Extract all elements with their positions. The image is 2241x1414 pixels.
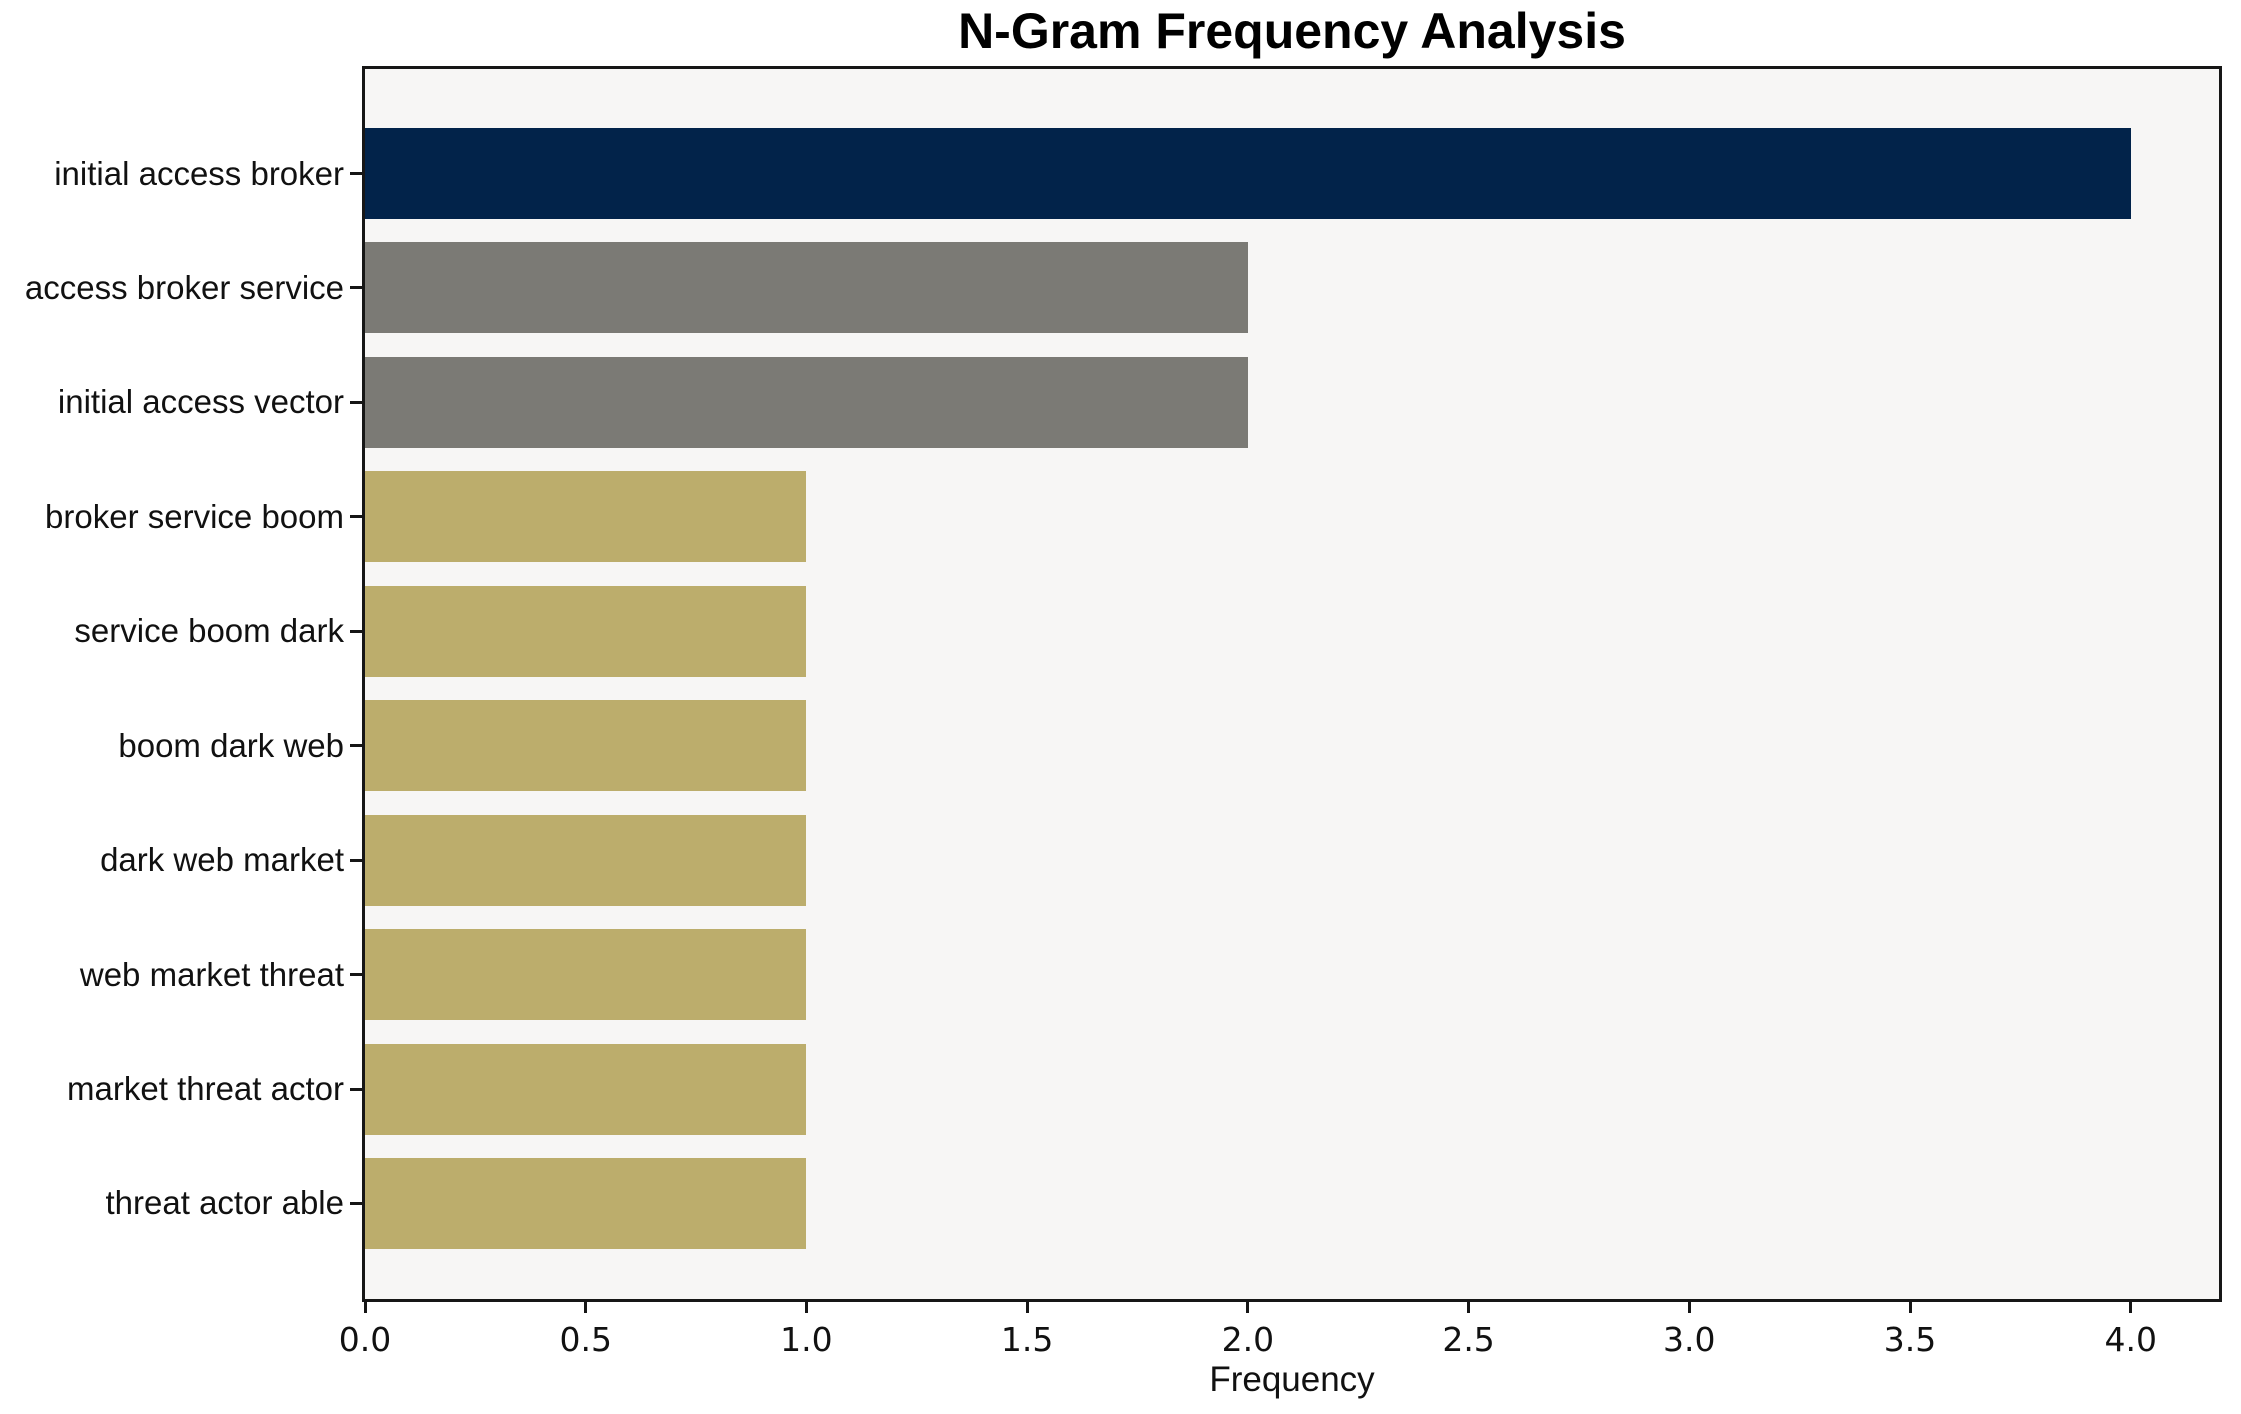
y-tick-mark	[350, 973, 362, 977]
x-tick-mark	[1246, 1302, 1250, 1313]
bar	[365, 356, 1248, 448]
x-tick-label: 3.0	[1663, 1320, 1716, 1359]
y-tick-label: dark web market	[100, 841, 344, 879]
x-tick-label: 0.0	[338, 1320, 392, 1359]
y-tick-label: boom dark web	[118, 726, 344, 764]
bar	[365, 929, 807, 1021]
y-tick-label: broker service boom	[45, 497, 344, 535]
y-tick-label: web market threat	[79, 955, 344, 993]
y-tick-label: initial access broker	[54, 154, 344, 192]
x-tick-label: 2.0	[1221, 1320, 1275, 1359]
y-tick-label: access broker service	[24, 268, 344, 306]
bar	[365, 814, 807, 906]
x-tick-mark	[2129, 1302, 2133, 1313]
bar	[365, 128, 2131, 219]
x-tick-mark	[363, 1302, 367, 1313]
bar	[365, 1157, 807, 1249]
x-tick-mark	[1908, 1302, 1912, 1313]
bar	[365, 700, 807, 792]
plot-content	[365, 69, 2219, 1299]
x-tick-mark	[1687, 1302, 1691, 1313]
y-tick-mark	[350, 400, 362, 404]
y-tick-mark	[350, 172, 362, 175]
x-tick-label: 3.5	[1883, 1320, 1937, 1359]
y-tick-mark	[350, 1087, 362, 1091]
x-tick-label: 2.5	[1442, 1320, 1495, 1359]
bar	[365, 1043, 807, 1135]
bar	[365, 242, 1248, 334]
y-tick-label: service boom dark	[74, 612, 344, 650]
y-tick-mark	[350, 744, 362, 748]
y-tick-mark	[350, 1201, 362, 1205]
x-tick-mark	[584, 1302, 588, 1313]
x-tick-mark	[804, 1302, 808, 1313]
x-tick-mark	[1467, 1302, 1471, 1313]
y-tick-mark	[350, 629, 362, 633]
y-tick-mark	[350, 858, 362, 862]
y-tick-label: market threat actor	[67, 1070, 344, 1108]
x-tick-label: 1.0	[780, 1320, 833, 1359]
y-tick-label: initial access vector	[57, 383, 344, 421]
x-tick-label: 0.5	[559, 1320, 612, 1359]
y-tick-label: threat actor able	[105, 1184, 344, 1222]
x-tick-label: 4.0	[2104, 1320, 2157, 1359]
chart-title: N-Gram Frequency Analysis	[958, 3, 1626, 59]
x-tick-label: 1.5	[1000, 1320, 1054, 1359]
x-axis-label: Frequency	[1209, 1360, 1375, 1399]
bar	[365, 585, 807, 677]
plot-area	[362, 66, 2222, 1302]
x-tick-mark	[1025, 1302, 1029, 1313]
bar	[365, 471, 807, 563]
y-tick-mark	[350, 286, 362, 290]
y-tick-mark	[350, 515, 362, 519]
